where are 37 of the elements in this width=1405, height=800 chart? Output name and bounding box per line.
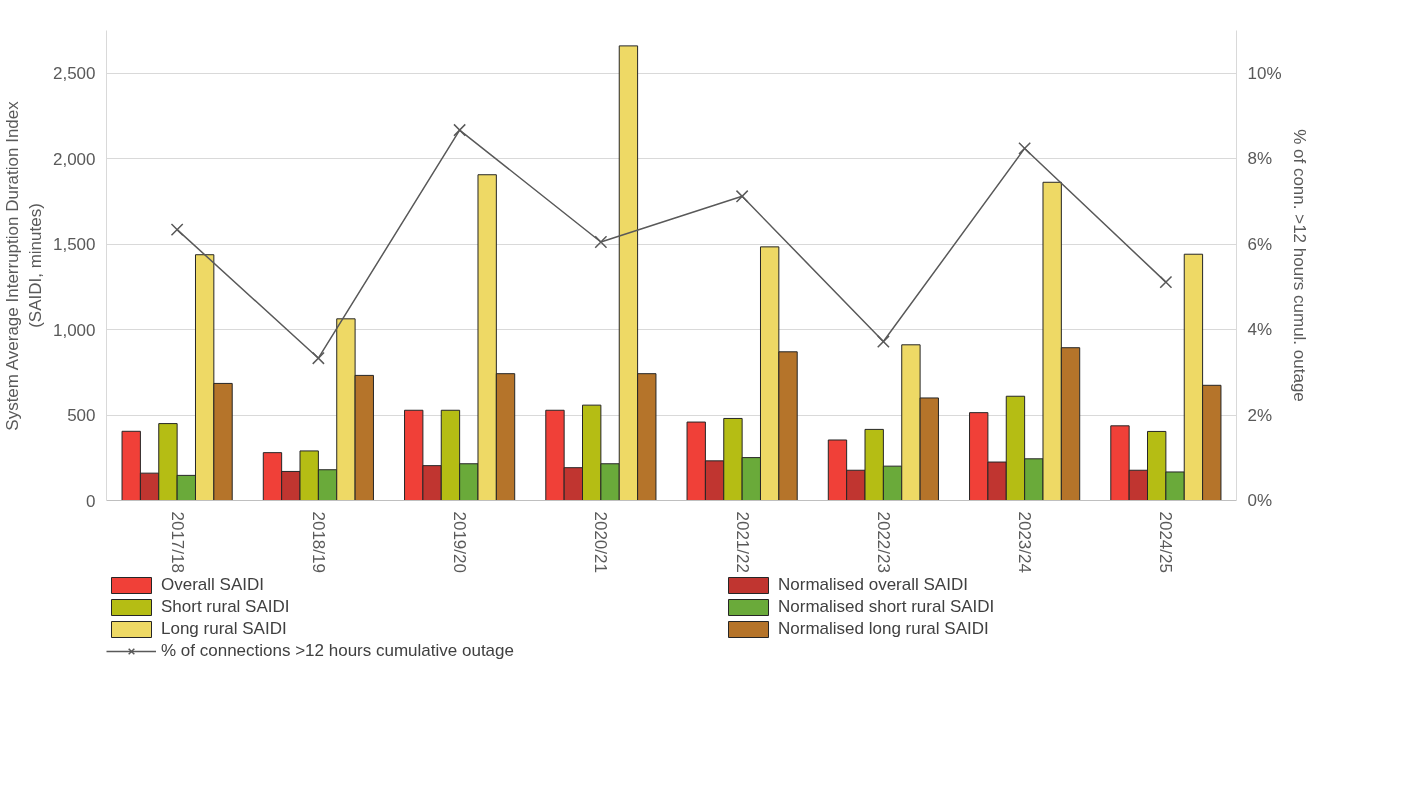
y-tick-label: 1,000 xyxy=(52,320,96,340)
point xyxy=(1018,142,1032,155)
y2-tick-label: 2% xyxy=(1247,405,1273,425)
legend-label: Short rural SAIDI xyxy=(161,597,291,617)
point xyxy=(594,235,608,249)
x-tick-label: 2024/25 xyxy=(1156,511,1176,573)
point xyxy=(876,335,890,348)
y2-tick-label: 0% xyxy=(1247,491,1273,510)
legend-label: Normalised short rural SAIDI xyxy=(778,597,996,617)
point xyxy=(453,123,467,137)
legend-label: Overall SAIDI xyxy=(161,575,265,595)
y2-tick-label: 10% xyxy=(1247,63,1282,83)
y-tick-label: 1,500 xyxy=(52,235,96,255)
y2-tick-label: 4% xyxy=(1247,320,1273,340)
point xyxy=(311,351,325,365)
point xyxy=(1159,275,1173,289)
x-tick-label: 2021/22 xyxy=(732,511,752,573)
x-tick-label: 2018/19 xyxy=(308,511,328,573)
x-tick-label: 2020/21 xyxy=(591,511,611,573)
legend-label: Normalised overall SAIDI xyxy=(778,575,969,595)
y-axis-title: System Average Interruption Duration Index (SAIDI, minutes) xyxy=(3,100,45,431)
y-tick-label: 500 xyxy=(67,406,96,426)
legend-label: Normalised long rural SAIDI xyxy=(778,619,990,639)
point xyxy=(735,189,749,203)
point xyxy=(170,223,184,237)
legend-label: % of connections >12 hours cumulative outage xyxy=(161,641,515,661)
x-tick-label: 2017/18 xyxy=(167,511,187,573)
x-tick-label: 2023/24 xyxy=(1015,511,1035,573)
y2-tick-label: 8% xyxy=(1247,149,1273,169)
x-tick-label: 2019/20 xyxy=(450,511,470,573)
y-tick-label: 2,500 xyxy=(52,64,96,84)
y-tick-label: 2,000 xyxy=(52,149,96,169)
y2-tick-label: 6% xyxy=(1247,234,1273,254)
x-tick-label: 2022/23 xyxy=(873,511,893,573)
y-tick-label: 0 xyxy=(86,491,96,511)
y2-axis-title: % of conn. >12 hours cumul. outage xyxy=(1289,129,1309,402)
legend-label: Long rural SAIDI xyxy=(161,619,288,639)
